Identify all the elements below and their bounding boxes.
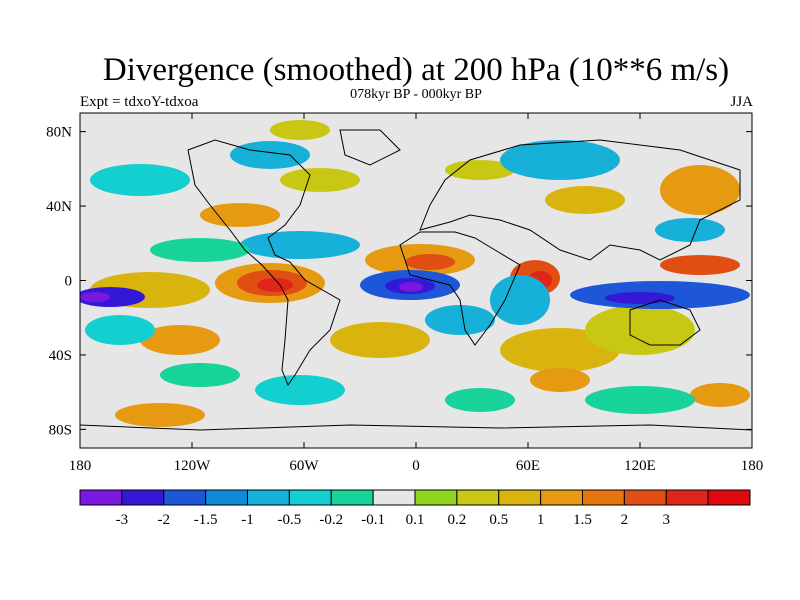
negative-anomalies [80, 140, 750, 414]
chart-title: Divergence (smoothed) at 200 hPa (10**6 … [102, 52, 730, 88]
colorbar-label: 0.5 [489, 512, 508, 528]
divergence-field [80, 120, 750, 427]
colorbar-label: 1 [537, 512, 545, 528]
colorbar-label: -1.5 [194, 512, 218, 528]
colorbar-swatch [414, 489, 458, 506]
colorbar-label: 2 [621, 512, 629, 528]
chart-subtitle: 078kyr BP - 000kyr BP [350, 87, 482, 102]
colorbar-label: 3 [663, 512, 671, 528]
colorbar-label: -3 [116, 512, 129, 528]
colorbar-label: 0.2 [448, 512, 467, 528]
colorbar-label: -1 [241, 512, 254, 528]
colorbar-swatch [330, 489, 374, 506]
y-tick-label: 40S [49, 348, 72, 364]
colorbar-swatch [623, 489, 667, 506]
colorbar-label: -0.5 [278, 512, 302, 528]
colorbar-label: 0.1 [406, 512, 425, 528]
colorbar-swatch [205, 489, 248, 506]
colorbar-swatch [247, 489, 290, 506]
colorbar-label: -2 [158, 512, 171, 528]
colorbar-label: -0.1 [361, 512, 385, 528]
x-tick-label: 60W [289, 458, 319, 474]
x-tick-label: 60E [516, 458, 540, 474]
colorbar-swatch [540, 489, 583, 506]
y-tick-label: 80S [49, 422, 72, 438]
colorbar-swatch [372, 489, 416, 506]
colorbar-label: -0.2 [319, 512, 343, 528]
colorbar-swatch [456, 489, 500, 506]
x-tick-label: 120E [624, 458, 656, 474]
season-label: JJA [730, 94, 753, 110]
coastlines [80, 129, 752, 431]
x-tick-label: 180 [69, 458, 92, 474]
colorbar-swatch [582, 489, 625, 506]
positive-anomalies [90, 120, 750, 427]
colorbar-swatch [665, 489, 709, 506]
y-tick-label: 80N [46, 125, 72, 141]
y-tick-label: 40N [46, 199, 72, 215]
colorbar-swatch [79, 489, 123, 506]
colorbar-swatch [288, 489, 332, 506]
x-tick-label: 0 [412, 458, 420, 474]
experiment-label: Expt = tdxoY-tdxoa [80, 94, 199, 110]
colorbar-swatch [163, 489, 207, 506]
x-tick-label: 120W [174, 458, 212, 474]
colorbar-swatch [707, 489, 751, 506]
colorbar-swatch [498, 489, 542, 506]
map-axes: 180 120W 60W 0 60E 120E 180 80N 40N 0 40S 80S [46, 113, 763, 474]
colorbar-swatch [121, 489, 165, 506]
x-tick-label: 180 [741, 458, 764, 474]
y-tick-label: 0 [65, 274, 73, 290]
colorbar-label: 1.5 [573, 512, 592, 528]
